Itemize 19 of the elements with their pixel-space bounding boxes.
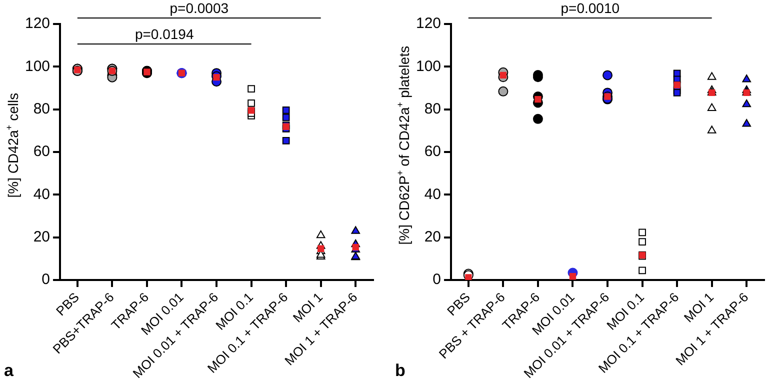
text: b <box>395 361 406 381</box>
text: p=0.0003 <box>170 0 229 16</box>
y-tick-label: 20 <box>33 228 50 246</box>
y-tick-label: 60 <box>424 143 442 160</box>
y-tick-label: 40 <box>424 186 442 203</box>
y-tick-label: 60 <box>33 143 50 160</box>
y-tick-label: 80 <box>33 100 50 118</box>
y-tick-label: 0 <box>432 271 442 288</box>
y-tick-label: 120 <box>416 15 442 32</box>
y-tick-label: 80 <box>424 100 442 118</box>
y-tick-label: 0 <box>42 271 50 288</box>
y-tick-label: 120 <box>24 15 50 32</box>
y-tick-label: 40 <box>33 186 50 203</box>
text: p=0.0010 <box>560 0 620 16</box>
y-tick-label: 100 <box>24 58 50 75</box>
text: a <box>4 361 14 381</box>
y-tick-label: 100 <box>416 58 442 75</box>
annotation: p=0.0194 <box>134 26 194 42</box>
y-tick-label: 20 <box>424 228 442 246</box>
